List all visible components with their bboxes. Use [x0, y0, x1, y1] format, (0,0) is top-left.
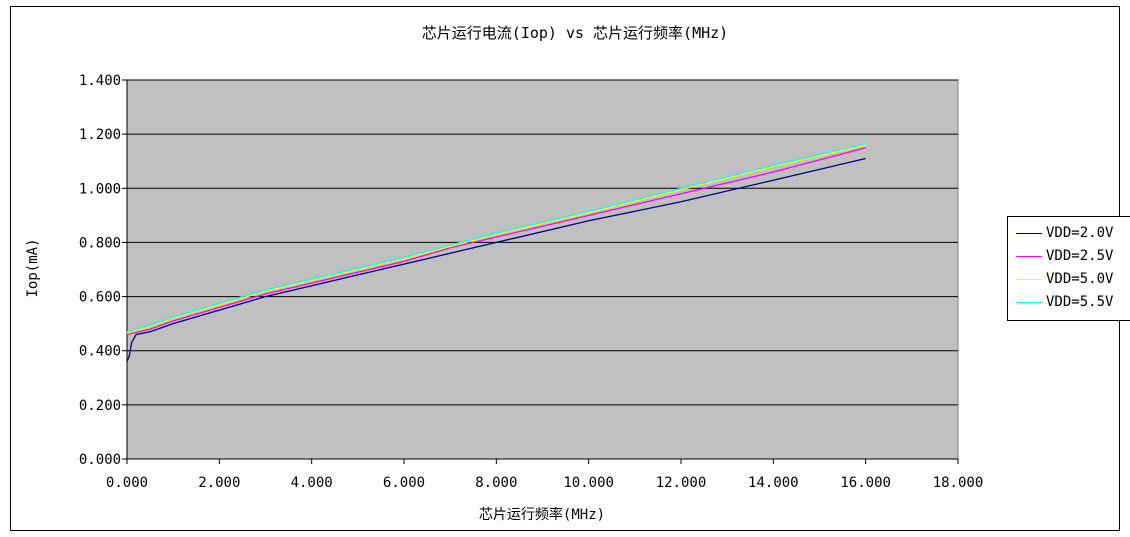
y-axis-title: Iop(mA)	[25, 238, 41, 297]
y-tick-label: 0.600	[79, 290, 121, 306]
legend-swatch	[1016, 278, 1042, 280]
y-tick-label: 1.200	[79, 127, 121, 143]
series-line-1	[126, 157, 866, 362]
x-tick-label: 8.000	[475, 475, 517, 491]
series-line-4	[126, 142, 866, 333]
legend-label: VDD=5.0V	[1046, 271, 1114, 287]
chart-title: 芯片运行电流(Iop) vs 芯片运行频率(MHz)	[422, 24, 728, 42]
y-tick-label: 0.400	[79, 344, 121, 360]
x-axis-title: 芯片运行频率(MHz)	[479, 506, 605, 523]
chart-frame: 芯片运行电流(Iop) vs 芯片运行频率(MHz) 0.000 0.200 0.4…	[10, 6, 1120, 531]
x-tick-label: 2.000	[198, 475, 240, 491]
legend-item: VDD=2.5V	[1016, 246, 1113, 266]
x-tick-label: 6.000	[383, 475, 425, 491]
x-tick-label: 12.000	[656, 475, 707, 491]
legend-label: VDD=2.0V	[1046, 225, 1114, 241]
x-tick-label: 0.000	[106, 475, 148, 491]
axes	[126, 80, 959, 464]
legend-item: VDD=5.5V	[1016, 292, 1113, 312]
legend-item: VDD=5.0V	[1016, 269, 1113, 289]
legend: VDD=2.0V VDD=2.5V VDD=5.0V VDD=5.5V	[1007, 216, 1130, 321]
series-lines	[126, 142, 866, 362]
y-tick-label: 0.000	[79, 452, 121, 468]
x-tick-label: 16.000	[840, 475, 891, 491]
x-tick-label: 18.000	[933, 475, 984, 491]
y-tick-label: 0.200	[79, 398, 121, 414]
plot-area	[126, 79, 959, 460]
legend-item: VDD=2.0V	[1016, 223, 1113, 243]
legend-swatch	[1016, 255, 1042, 257]
legend-swatch	[1016, 232, 1042, 234]
x-tick-label: 10.000	[563, 475, 614, 491]
series-line-3	[126, 144, 866, 334]
chart-svg: 芯片运行电流(Iop) vs 芯片运行频率(MHz) 0.000 0.200 0.4…	[25, 24, 983, 523]
x-tick-labels: 0.000 2.000 4.000 6.000 8.000 10.000 12.000 14.…	[106, 475, 983, 491]
y-tick-labels: 0.000 0.200 0.400 0.600 0.800 1.000 1.200 1.400	[79, 73, 121, 468]
y-tick-label: 0.800	[79, 235, 121, 251]
grid-lines	[122, 79, 958, 460]
x-tick-label: 14.000	[748, 475, 799, 491]
y-tick-label: 1.400	[79, 73, 121, 89]
x-tick-label: 4.000	[291, 475, 333, 491]
legend-label: VDD=2.5V	[1046, 248, 1114, 264]
legend-label: VDD=5.5V	[1046, 294, 1114, 310]
series-line-2	[126, 147, 866, 336]
y-tick-label: 1.000	[79, 181, 121, 197]
legend-swatch	[1016, 301, 1042, 303]
